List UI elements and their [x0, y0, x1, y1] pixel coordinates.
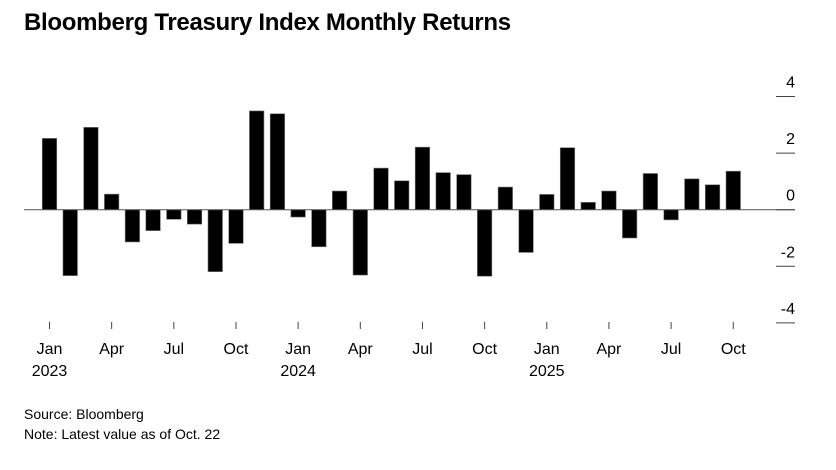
bar — [124, 209, 140, 243]
x-tick-label: Oct — [472, 341, 497, 358]
bar — [186, 209, 203, 225]
x-tick-label: Jul — [164, 341, 184, 358]
x-tick-label: Apr — [596, 341, 622, 358]
x-year-label: 2025 — [529, 363, 565, 380]
bar — [62, 209, 78, 276]
bar — [228, 209, 244, 244]
bar — [725, 170, 741, 211]
bar — [559, 147, 576, 211]
bar — [166, 209, 182, 220]
bar — [207, 209, 223, 272]
bar — [497, 186, 513, 210]
bar — [477, 209, 493, 277]
bar — [435, 172, 451, 211]
x-tick-label: Apr — [348, 341, 374, 358]
bar — [332, 190, 348, 211]
bar — [642, 173, 658, 210]
bar — [601, 190, 617, 211]
bar — [414, 146, 431, 210]
bar — [311, 209, 327, 248]
bar — [539, 194, 555, 210]
bar — [373, 167, 389, 211]
x-tick-label: Oct — [224, 341, 249, 358]
bar — [41, 138, 58, 211]
bar — [394, 180, 410, 210]
x-tick-label: Oct — [721, 341, 746, 358]
footnote: Note: Latest value as of Oct. 22 — [24, 426, 221, 442]
bar — [249, 110, 265, 210]
bar — [622, 209, 638, 239]
bar — [663, 209, 679, 221]
y-tick-label: 0 — [786, 188, 795, 205]
bar — [684, 178, 700, 210]
chart-title: Bloomberg Treasury Index Monthly Returns — [24, 9, 511, 36]
y-tick-label: 2 — [786, 131, 795, 148]
y-tick-label: -4 — [781, 301, 795, 318]
bar — [456, 174, 472, 211]
x-tick-label: Jan — [37, 341, 63, 358]
x-year-label: 2024 — [280, 363, 316, 380]
x-tick-label: Jul — [661, 341, 681, 358]
bar — [145, 209, 161, 231]
y-tick-label: -2 — [781, 244, 795, 261]
x-tick-label: Jul — [412, 341, 432, 358]
bar — [518, 209, 534, 253]
x-tick-label: Jan — [285, 341, 311, 358]
x-tick-label: Jan — [534, 341, 560, 358]
bar — [290, 209, 306, 218]
bar — [269, 113, 285, 210]
bar — [352, 209, 368, 276]
bar — [704, 184, 721, 211]
bar — [104, 193, 120, 210]
x-year-label: 2023 — [32, 363, 68, 380]
bar — [83, 127, 99, 210]
source-note: Source: Bloomberg — [24, 406, 144, 422]
x-tick-label: Apr — [99, 341, 125, 358]
bar — [580, 202, 596, 210]
y-tick-label: 4 — [786, 75, 795, 92]
